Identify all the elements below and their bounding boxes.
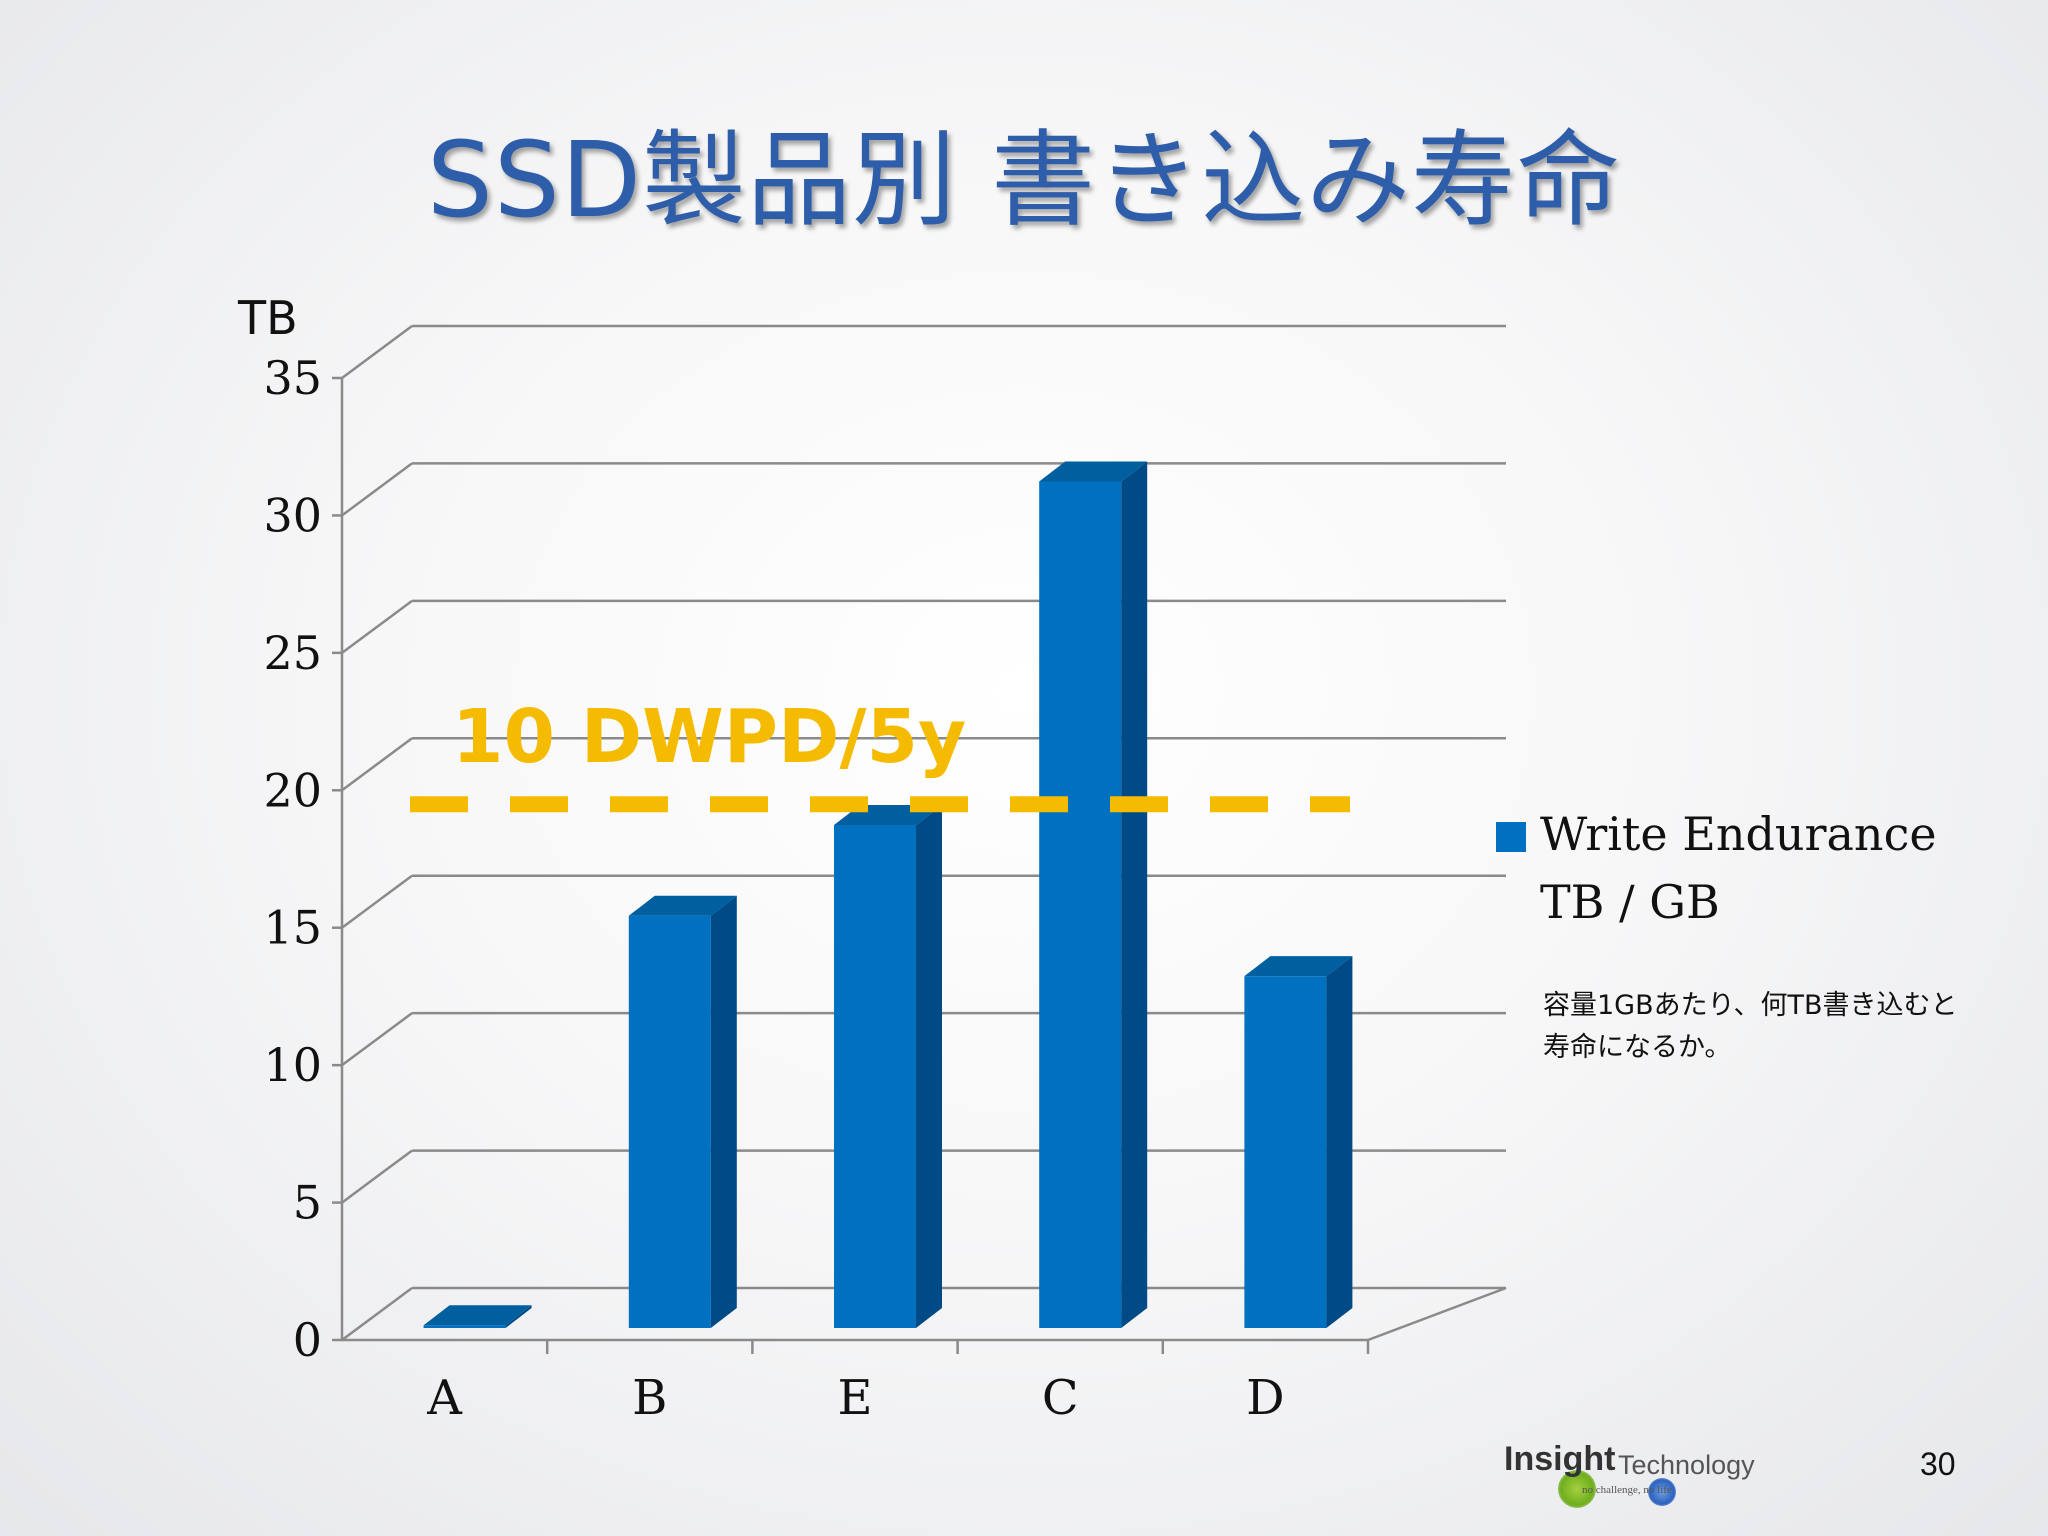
side-gridline [341, 1286, 413, 1342]
logo-insight: Insight [1504, 1440, 1616, 1478]
side-gridline [341, 737, 413, 792]
side-gridline [341, 874, 413, 929]
bar-front-C [1039, 481, 1122, 1328]
bar-front-A [423, 1325, 506, 1328]
y-tick-label: 30 [263, 488, 322, 542]
y-tick-label: 0 [293, 1313, 322, 1367]
logo-technology: Technology [1618, 1450, 1755, 1480]
slide-title: SSD製品別 書き込み寿命 [426, 119, 1622, 241]
y-tick-label: 25 [263, 626, 322, 680]
bar-side-A [505, 1305, 532, 1328]
bar-side-E [916, 805, 942, 1328]
reference-line-label: 10 DWPD/5y [452, 694, 966, 780]
legend-label-line-1: Write Endurance [1540, 807, 1937, 861]
y-tick-label: 15 [263, 901, 322, 955]
bar-front-D [1244, 976, 1327, 1328]
chart-note: 容量1GBあたり、何TB書き込むと寿命になるか。 [1543, 990, 1958, 1063]
logo-tagline: no challenge, no life [1582, 1484, 1672, 1496]
side-gridline [341, 324, 413, 380]
side-gridline [341, 1012, 413, 1067]
y-unit-label: TB [237, 291, 298, 345]
bar-front-B [628, 915, 711, 1328]
bar-side-B [710, 895, 737, 1328]
floor-right-edge [1367, 1286, 1507, 1342]
chart-legend: Write Endurance TB / GB [1496, 800, 1996, 936]
legend-label-line-2: TB / GB [1540, 875, 1720, 929]
legend-label: Write Endurance TB / GB [1540, 800, 1937, 936]
legend-swatch [1496, 822, 1526, 852]
bar-top-C [1039, 461, 1148, 482]
page-number: 30 [1920, 1446, 1956, 1482]
y-tick-label: 5 [293, 1176, 322, 1230]
side-gridline [341, 462, 413, 517]
y-tick-label: 10 [263, 1038, 322, 1092]
x-tick-label: C [1042, 1370, 1079, 1426]
bar-side-D [1326, 956, 1353, 1328]
bar-top-D [1244, 956, 1353, 977]
logo-green-dot [1558, 1470, 1596, 1508]
logo-blue-dot [1648, 1478, 1676, 1506]
bar-top-B [628, 895, 737, 916]
x-tick-label: E [837, 1370, 872, 1426]
y-tick-label: 35 [263, 351, 322, 405]
x-tick-label: B [632, 1370, 667, 1426]
side-gridline [341, 599, 413, 654]
y-tick-label: 20 [263, 763, 322, 817]
side-gridline [341, 1149, 413, 1204]
company-logo: Insight Technology no challenge, no life [1500, 1440, 1760, 1510]
x-tick-label: D [1246, 1370, 1284, 1426]
x-tick-label: A [426, 1370, 463, 1426]
bar-front-E [834, 825, 916, 1328]
bar-side-C [1121, 461, 1148, 1328]
legend-item: Write Endurance TB / GB [1496, 800, 1996, 936]
bar-top-A [423, 1305, 532, 1326]
